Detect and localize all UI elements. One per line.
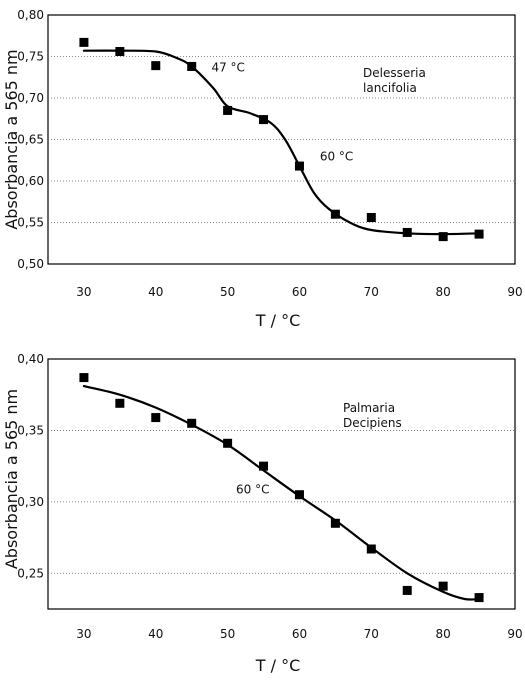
y-tick-label: 0,70 — [17, 91, 44, 105]
data-point — [474, 229, 484, 239]
x-tick-label: 40 — [148, 285, 163, 299]
x-tick-label: 80 — [436, 285, 451, 299]
data-point — [330, 518, 340, 528]
fit-curve — [82, 49, 481, 236]
x-axis-label: T / °C — [255, 311, 301, 330]
x-tick-label: 90 — [507, 285, 522, 299]
species-label: Decipiens — [343, 416, 402, 430]
chart-palmaria: 0,40 0,35 0,30 0,25 30 40 50 60 70 80 90 60 °C Pa… — [2, 352, 523, 675]
data-point — [79, 373, 89, 383]
species-label: Palmaria — [343, 401, 395, 415]
data-point — [151, 61, 161, 71]
data-point — [79, 37, 89, 47]
x-tick-label: 80 — [436, 627, 451, 641]
data-point — [187, 61, 197, 71]
y-tick-label: 0,55 — [17, 216, 44, 230]
y-tick-label: 0,35 — [17, 423, 44, 437]
x-tick-label: 30 — [76, 627, 91, 641]
annotation-label: 60 °C — [320, 149, 353, 163]
data-point — [438, 232, 448, 242]
data-point — [115, 47, 125, 57]
x-tick-label: 50 — [220, 627, 235, 641]
y-axis-label: Absorbancia a 565 nm — [2, 49, 21, 229]
x-tick-label: 70 — [364, 285, 379, 299]
data-point — [223, 438, 233, 448]
y-tick-label: 0,25 — [17, 566, 44, 580]
data-point — [294, 161, 304, 171]
fit-curve — [82, 385, 481, 601]
x-tick-label: 70 — [364, 627, 379, 641]
plot-frame — [47, 358, 516, 610]
data-point — [259, 115, 269, 125]
y-tick-label: 0,50 — [17, 257, 44, 271]
species-label: lancifolia — [363, 81, 417, 95]
chart-delesseria: 0,80 0,75 0,70 0,65 0,60 0,55 0,50 30 40 50 60 70 8… — [2, 8, 523, 330]
data-point — [151, 413, 161, 423]
data-point — [366, 213, 376, 223]
y-tick-label: 0,40 — [17, 352, 44, 366]
annotation-label: 47 °C — [211, 60, 244, 74]
y-tick-label: 0,65 — [17, 133, 44, 147]
data-point — [366, 544, 376, 554]
data-point — [294, 490, 304, 500]
y-tick-label: 0,80 — [17, 8, 44, 22]
y-tick-label: 0,60 — [17, 174, 44, 188]
annotation-label: 60 °C — [236, 482, 269, 496]
y-tick-label: 0,30 — [17, 495, 44, 509]
x-axis-label: T / °C — [255, 656, 301, 675]
data-point — [438, 581, 448, 591]
data-point — [259, 461, 269, 471]
y-tick-label: 0,75 — [17, 50, 44, 64]
data-point — [474, 593, 484, 603]
y-axis-label: Absorbancia a 565 nm — [2, 389, 21, 569]
x-tick-label: 60 — [292, 285, 307, 299]
x-tick-label: 40 — [148, 627, 163, 641]
data-point — [402, 585, 412, 595]
x-tick-label: 50 — [220, 285, 235, 299]
data-point — [402, 227, 412, 237]
data-point — [223, 105, 233, 115]
data-point — [115, 398, 125, 408]
data-point — [187, 418, 197, 428]
x-tick-label: 60 — [292, 627, 307, 641]
data-point — [330, 209, 340, 219]
x-tick-label: 90 — [507, 627, 522, 641]
x-tick-label: 30 — [76, 285, 91, 299]
species-label: Delesseria — [363, 66, 426, 80]
